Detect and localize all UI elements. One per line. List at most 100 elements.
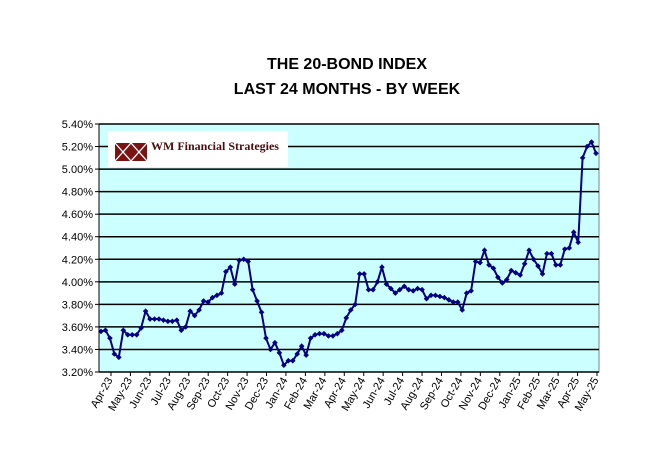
data-point	[151, 316, 158, 322]
data-point	[441, 294, 448, 301]
data-point	[254, 298, 260, 304]
data-point	[343, 315, 350, 321]
data-point	[486, 262, 492, 268]
data-point	[169, 318, 176, 325]
data-point	[281, 362, 287, 369]
data-point	[129, 332, 136, 338]
y-tick-label: 5.00%	[62, 164, 93, 176]
data-point	[178, 327, 185, 334]
data-point	[423, 295, 430, 302]
y-tick-label: 3.80%	[62, 299, 93, 311]
data-point	[120, 327, 127, 334]
data-point	[174, 317, 180, 323]
data-point	[521, 260, 528, 267]
data-point	[356, 271, 363, 277]
data-point	[512, 270, 519, 276]
data-point	[124, 332, 131, 338]
data-point	[330, 333, 336, 339]
data-point	[454, 299, 461, 305]
data-point	[410, 288, 416, 294]
data-point	[138, 325, 144, 331]
data-point	[142, 308, 149, 314]
data-point	[272, 339, 278, 346]
data-point	[566, 245, 573, 251]
data-point	[267, 346, 274, 353]
data-point	[303, 352, 309, 358]
chart-subtitle: LAST 24 MONTHS - BY WEEK	[234, 81, 461, 98]
data-point	[312, 332, 318, 338]
data-point	[133, 332, 140, 338]
data-point	[236, 257, 243, 264]
data-point	[428, 292, 434, 299]
data-point	[365, 286, 372, 293]
data-point	[307, 335, 314, 341]
data-point	[419, 286, 425, 293]
data-point	[196, 307, 202, 313]
y-tick-label: 4.00%	[62, 277, 93, 289]
data-point	[535, 263, 541, 269]
data-point	[490, 265, 497, 272]
data-point	[584, 143, 590, 150]
data-point	[588, 139, 595, 145]
y-tick-label: 5.20%	[62, 142, 93, 154]
y-tick-label: 3.60%	[62, 322, 93, 334]
y-tick-label: 4.20%	[62, 254, 93, 266]
wm-logo-mark-icon	[114, 142, 148, 162]
data-point	[548, 250, 555, 257]
data-point	[539, 271, 546, 277]
data-point	[405, 286, 412, 293]
data-point	[579, 155, 586, 161]
data-point	[107, 335, 113, 341]
data-point	[437, 293, 443, 300]
data-point	[504, 276, 510, 283]
data-point	[289, 357, 296, 364]
chart-title: THE 20-BOND INDEX	[267, 56, 427, 73]
data-point	[526, 247, 532, 254]
data-point	[187, 308, 193, 314]
logo-box: WM Financial Strategies	[108, 131, 288, 167]
data-point	[285, 357, 292, 364]
data-point	[477, 259, 483, 266]
data-point	[218, 290, 225, 296]
data-point	[223, 268, 229, 275]
data-point	[294, 351, 301, 357]
data-point	[209, 294, 216, 301]
y-tick-label: 4.60%	[62, 209, 93, 221]
data-point	[245, 258, 251, 265]
data-point	[401, 283, 408, 290]
data-point	[388, 285, 394, 292]
data-point	[214, 292, 220, 299]
data-point	[463, 290, 470, 296]
data-point	[450, 299, 457, 305]
data-point	[98, 328, 104, 335]
data-point	[160, 317, 167, 323]
series-layer	[98, 139, 599, 369]
data-point	[347, 307, 354, 313]
data-point	[240, 256, 247, 263]
data-point	[379, 264, 385, 270]
data-point	[321, 330, 327, 337]
data-point	[263, 335, 269, 341]
data-point	[165, 318, 171, 325]
data-point	[557, 262, 564, 268]
data-point	[561, 246, 568, 252]
y-tick-label: 4.40%	[62, 232, 93, 244]
data-point	[334, 330, 341, 337]
x-axis-ticks: Apr-23May-23Jun-23Jul-23Aug-23Sep-23Oct-…	[89, 372, 602, 413]
y-tick-label: 5.40%	[62, 119, 93, 131]
data-point	[553, 262, 559, 268]
data-point	[102, 327, 109, 334]
data-point	[352, 301, 358, 308]
y-tick-label: 3.40%	[62, 344, 93, 356]
y-tick-label: 4.80%	[62, 187, 93, 199]
data-point	[111, 351, 118, 357]
data-point	[370, 286, 376, 293]
data-point	[544, 250, 550, 257]
data-point	[446, 297, 452, 303]
data-point	[298, 343, 305, 349]
data-point	[570, 229, 577, 236]
data-point	[339, 327, 345, 334]
data-point	[325, 333, 332, 339]
y-tick-label: 3.20%	[62, 367, 93, 379]
